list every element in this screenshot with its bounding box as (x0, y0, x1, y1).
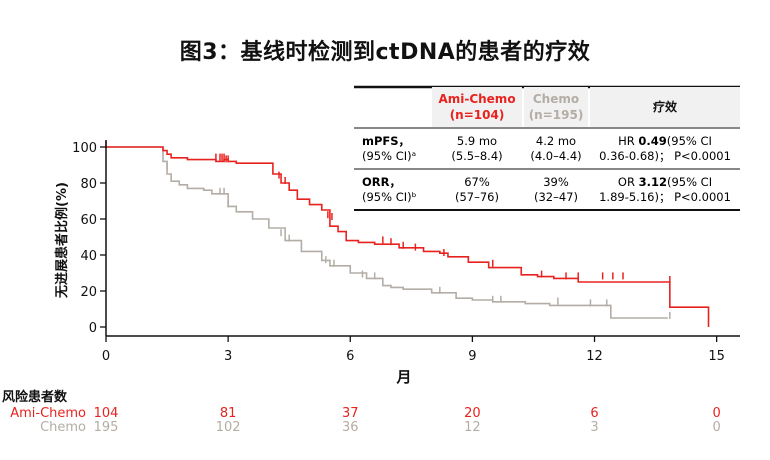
risk-value: 20 (464, 406, 481, 421)
x-tick-label: 0 (102, 349, 110, 364)
summary-table: Ami-Chemo (n=104) Chemo (n=195) 疗效 mPFS，… (354, 85, 740, 215)
table-row-orr-ami: 67% (464, 175, 490, 189)
table-row-mpfs-chemo-ci: (4.0–4.4) (530, 149, 581, 163)
x-tick-label: 12 (586, 349, 603, 364)
risk-value: 195 (94, 420, 119, 435)
table-header-chemo-name: Chemo (533, 92, 579, 106)
y-tick-label: 60 (80, 213, 97, 228)
y-tick-label: 80 (80, 177, 97, 192)
x-axis-title: 月 (395, 368, 411, 386)
risk-value: 0 (713, 420, 721, 435)
table-row-orr-effect: OR 3.12(95% CI (618, 175, 712, 189)
risk-value: 104 (94, 406, 119, 421)
y-axis-title: 无进展患者比例(%) (54, 182, 70, 299)
risk-value: 6 (590, 406, 598, 421)
table-row-orr-ami-ci: (57–76) (455, 190, 499, 204)
effect-or-value: 3.12 (639, 175, 667, 189)
risk-value: 0 (713, 406, 721, 421)
risk-value: 12 (464, 420, 481, 435)
effect-suffix: (95% CI (667, 175, 712, 189)
table-header-shade-ami (432, 87, 522, 127)
risk-values: 104 81 37 20 6 0 195 102 36 12 3 0 (94, 406, 721, 435)
effect-suffix: (95% CI (667, 134, 712, 148)
risk-value: 81 (220, 406, 237, 421)
y-tick-label: 0 (89, 321, 97, 336)
table-row-mpfs-label: mPFS， (362, 134, 410, 148)
table-row-mpfs-effect: HR 0.49(95% CI (618, 134, 712, 148)
table-header-ami-name: Ami-Chemo (438, 92, 515, 106)
axes: 0 20 40 60 80 100 0 3 6 9 12 15 (72, 140, 740, 364)
series-line-ami-chemo (106, 146, 710, 327)
effect-hr-value: 0.49 (638, 134, 666, 148)
table-row-orr-sublabel: (95% CI)ᵇ (362, 190, 417, 204)
x-tick-label: 6 (346, 349, 354, 364)
x-tick-label: 9 (468, 349, 476, 364)
effect-prefix: OR (618, 175, 639, 189)
risk-row-label-chemo: Chemo (40, 420, 86, 435)
table-row-mpfs-ami: 5.9 mo (457, 134, 497, 148)
effect-prefix: HR (618, 134, 638, 148)
series-line-chemo (106, 146, 668, 319)
risk-value: 3 (590, 420, 598, 435)
y-tick-label: 100 (72, 141, 97, 156)
table-header-effect: 疗效 (653, 99, 678, 114)
table-row-mpfs-effect-line2: 0.36-0.68)； P<0.0001 (599, 149, 731, 163)
table-header-chemo-n: (n=195) (529, 108, 584, 122)
table-header-shade-chemo (524, 87, 588, 127)
figure-title: 图3：基线时检测到ctDNA的患者的疗效 (179, 40, 591, 65)
table-row-orr-chemo: 39% (543, 175, 569, 189)
table-row-mpfs-chemo: 4.2 mo (536, 134, 576, 148)
table-row-orr-chemo-ci: (32–47) (534, 190, 578, 204)
risk-value: 37 (342, 406, 359, 421)
table-row-mpfs-sublabel: (95% CI)ᵃ (362, 149, 416, 163)
table-header-shade-effect (590, 87, 740, 127)
table-row-orr-label: ORR， (362, 175, 401, 189)
x-tick-label: 3 (224, 349, 232, 364)
table-header-ami-n: (n=104) (450, 108, 505, 122)
table-row-mpfs-ami-ci: (5.5–8.4) (451, 149, 502, 163)
x-tick-label: 15 (708, 349, 725, 364)
y-tick-label: 20 (80, 285, 97, 300)
table-row-orr-effect-line2: 1.89-5.16)； P<0.0001 (599, 190, 731, 204)
risk-row-label-ami: Ami-Chemo (10, 406, 86, 421)
y-tick-label: 40 (80, 249, 97, 264)
risk-value: 36 (342, 420, 359, 435)
risk-value: 102 (216, 420, 241, 435)
risk-table-title: 风险患者数 (2, 389, 68, 405)
